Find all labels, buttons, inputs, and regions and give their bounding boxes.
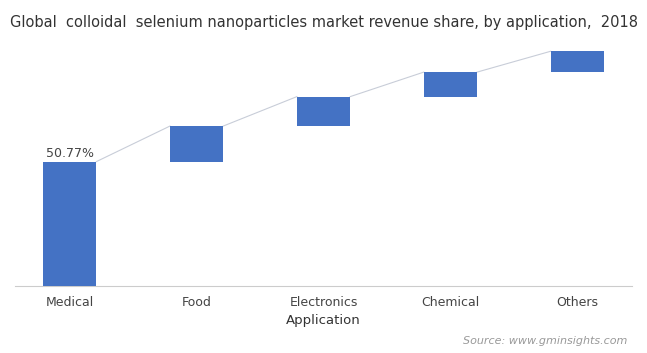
- Bar: [297, 97, 350, 126]
- Bar: [170, 126, 223, 162]
- Bar: [551, 51, 604, 72]
- Title: Global  colloidal  selenium nanoparticles market revenue share, by application, : Global colloidal selenium nanoparticles …: [10, 15, 637, 30]
- Text: 50.77%: 50.77%: [45, 146, 94, 160]
- Text: Source: www.gminsights.com: Source: www.gminsights.com: [463, 336, 628, 346]
- Bar: [424, 72, 477, 97]
- X-axis label: Application: Application: [286, 315, 361, 328]
- Bar: [43, 162, 96, 286]
